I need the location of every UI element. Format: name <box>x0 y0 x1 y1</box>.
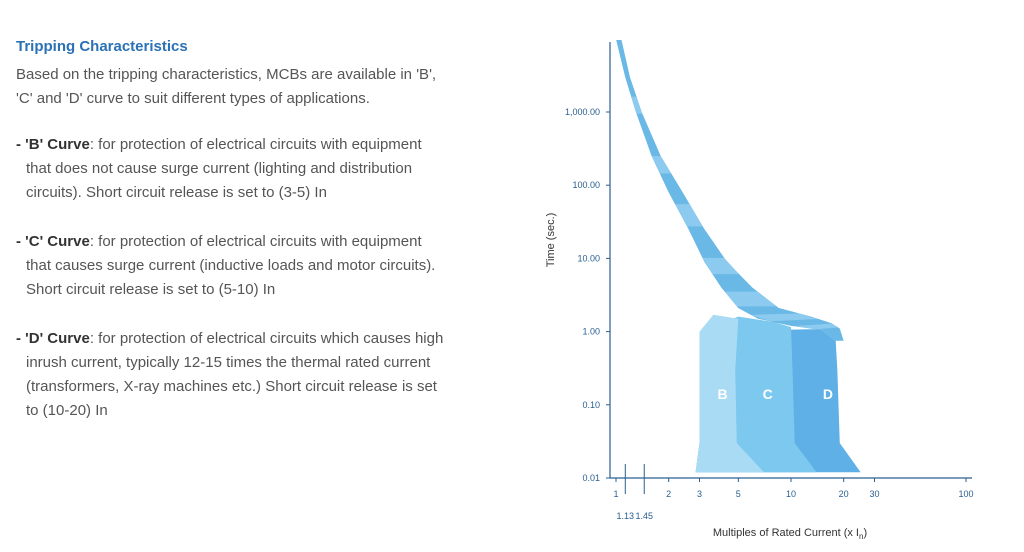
y-tick-label: 1.00 <box>582 327 600 337</box>
thermal-band-stripe <box>751 313 819 322</box>
x-tick-label: 10 <box>786 489 796 499</box>
x-marker-label: 1.13 <box>617 511 635 521</box>
x-axis-title: Multiples of Rated Current (x In) <box>713 527 867 541</box>
curve-d-line-3: (transformers, X-ray machines etc.) Shor… <box>26 378 437 395</box>
curve-b-line-1: : for protection of electrical circuits … <box>89 136 422 153</box>
thermal-band-stripe <box>675 204 703 227</box>
x-tick-label: 5 <box>736 489 741 499</box>
x-tick-label: 2 <box>666 489 671 499</box>
curve-b-line-3: circuits). Short circuit release is set … <box>26 184 327 201</box>
list-dash: - <box>16 136 26 153</box>
x-tick-label: 100 <box>958 489 973 499</box>
curve-c-description: - 'C' Curve: for protection of electrica… <box>16 230 496 302</box>
curve-d-region <box>616 40 861 473</box>
thermal-band-stripe <box>702 257 740 275</box>
curve-c-label: C <box>763 386 773 402</box>
x-marker-label: 1.45 <box>635 511 653 521</box>
curve-d-label: D <box>823 386 833 402</box>
curve-b-description: - 'B' Curve: for protection of electrica… <box>16 133 496 205</box>
thermal-band-stripe <box>793 323 839 330</box>
y-tick-label: 10.00 <box>577 253 600 263</box>
curve-c-line-3: Short circuit release is set to (5-10) I… <box>26 281 276 298</box>
tripping-curve-chart: 0.01 0.10 1.00 10.00 100.00 1,000.00 1 2 3 5 10 20 3… <box>545 40 974 541</box>
curve-c-line-1: : for protection of electrical circuits … <box>89 233 422 250</box>
x-tick-label: 1 <box>613 489 618 499</box>
curve-regions <box>616 40 861 473</box>
x-tick-label: 20 <box>839 489 849 499</box>
intro-line-1: Based on the tripping characteristics, M… <box>16 66 437 83</box>
curve-d-line-4: to (10-20) In <box>26 402 108 419</box>
list-dash: - <box>16 233 26 250</box>
chart-axes <box>606 42 972 494</box>
y-axis-title: Time (sec.) <box>545 213 557 268</box>
y-tick-label: 0.10 <box>582 400 600 410</box>
thermal-band <box>616 40 844 341</box>
x-tick-label: 30 <box>869 489 879 499</box>
curve-b-label: B <box>718 386 728 402</box>
intro-paragraph: Based on the tripping characteristics, M… <box>16 63 496 111</box>
curve-d-line-1: : for protection of electrical circuits … <box>89 330 444 347</box>
curve-c-first-line: - 'C' Curve: for protection of electrica… <box>16 230 496 254</box>
curve-b-name: 'B' Curve <box>25 136 90 153</box>
intro-line-2: 'C' and 'D' curve to suit different type… <box>16 90 370 107</box>
y-tick-label: 100.00 <box>572 180 600 190</box>
section-heading: Tripping Characteristics <box>16 38 188 55</box>
thermal-band-stripe <box>631 96 643 114</box>
thermal-band-stripe <box>651 156 672 174</box>
curve-b-line-2: that does not cause surge current (light… <box>26 160 413 177</box>
chart-labels: 0.01 0.10 1.00 10.00 100.00 1,000.00 1 2 3 5 10 20 3… <box>545 107 974 541</box>
curve-d-line-2: inrush current, typically 12-15 times th… <box>26 354 431 371</box>
curve-b-region <box>695 314 764 473</box>
curve-c-line-2: that causes surge current (inductive loa… <box>26 257 436 274</box>
curve-d-description: - 'D' Curve: for protection of electrica… <box>16 327 496 423</box>
y-tick-label: 1,000.00 <box>565 107 600 117</box>
curve-d-first-line: - 'D' Curve: for protection of electrica… <box>16 327 496 351</box>
curve-d-name: 'D' Curve <box>25 330 90 347</box>
y-tick-label: 0.01 <box>582 473 600 483</box>
thermal-band-stripe <box>724 291 777 307</box>
list-dash: - <box>16 330 26 347</box>
x-tick-label: 3 <box>697 489 702 499</box>
curve-b-first-line: - 'B' Curve: for protection of electrica… <box>16 133 496 157</box>
curve-c-name: 'C' Curve <box>25 233 90 250</box>
